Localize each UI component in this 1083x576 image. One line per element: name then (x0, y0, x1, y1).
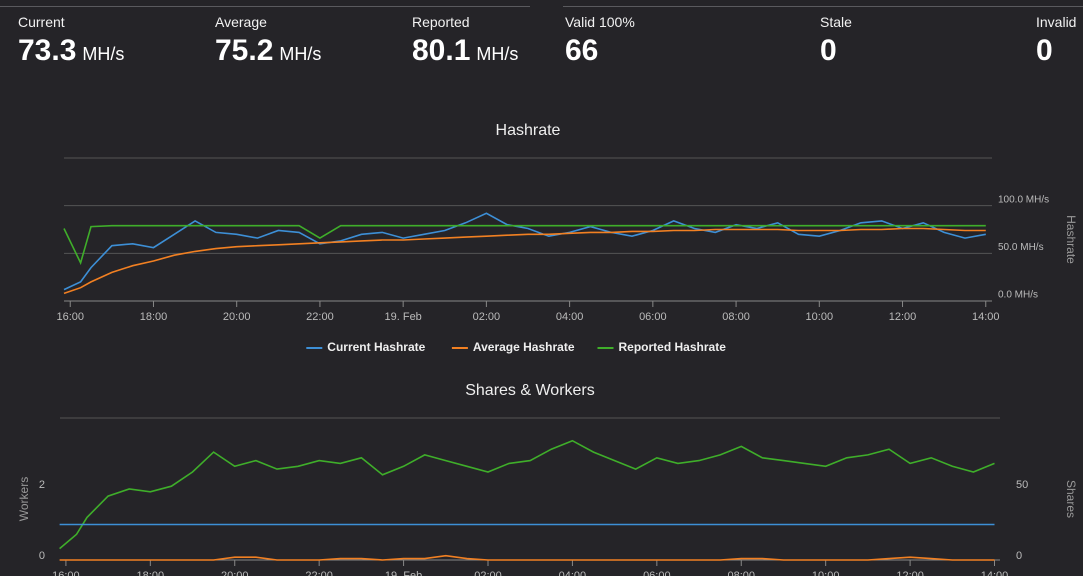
x-tick-label: 06:00 (639, 311, 667, 323)
x-tick-label: 02:00 (474, 570, 502, 576)
series-line (63, 227, 986, 295)
x-tick-label: 19. Feb (385, 311, 422, 323)
divider (0, 6, 530, 7)
x-tick-label: 22:00 (305, 570, 333, 576)
stat-value: 80.1 (412, 34, 471, 67)
legend-label: Reported Hashrate (619, 340, 727, 354)
x-tick-label: 18:00 (137, 570, 165, 576)
x-tick-label: 08:00 (727, 570, 755, 576)
y2-axis-title: Shares (1064, 480, 1078, 518)
x-tick-label: 12:00 (896, 570, 924, 576)
stat-value: 0 (820, 34, 837, 67)
stat-value: 73.3 (18, 34, 77, 67)
stat-unit: MH/s (476, 44, 519, 64)
stat-unit: MH/s (279, 44, 322, 64)
x-tick-label: 10:00 (812, 570, 840, 576)
y-tick-label: 50.0 MH/s (998, 242, 1044, 253)
stat: Current 73.3 MH/s (18, 14, 124, 68)
x-tick-label: 10:00 (806, 311, 834, 323)
x-tick-label: 08:00 (722, 311, 750, 323)
stat-value-row: 0 (820, 34, 852, 68)
stat-label: Reported (412, 14, 470, 30)
y-tick-label: 2 (39, 479, 45, 491)
stat: Invalid 0 (1036, 14, 1076, 68)
stat-label: Average (215, 14, 267, 30)
stat-value-row: 80.1 MH/s (412, 34, 518, 68)
divider (563, 6, 1083, 7)
legend-label: Current Hashrate (327, 340, 425, 354)
x-tick-label: 14:00 (972, 311, 1000, 323)
stat-value: 75.2 (215, 34, 274, 67)
x-tick-label: 18:00 (140, 311, 168, 323)
x-tick-label: 20:00 (223, 311, 251, 323)
stat-label: Invalid (1036, 14, 1077, 30)
stat: Reported 80.1 MH/s (412, 14, 518, 68)
series-line (59, 439, 995, 550)
stat: Stale 0 (820, 14, 852, 68)
stat-value: 66 (565, 34, 599, 67)
y-axis-title: Workers (17, 477, 31, 521)
stat-label: Valid 100% (565, 14, 635, 30)
stat-value-row: 0 (1036, 34, 1076, 68)
series-line (63, 212, 986, 291)
stat: Valid 100% 66 (565, 14, 635, 68)
x-tick-label: 19. Feb (385, 570, 422, 576)
y2-tick-label: 0 (1016, 550, 1022, 562)
chart-title: Hashrate (496, 122, 561, 139)
x-tick-label: 22:00 (306, 311, 334, 323)
stat-unit: MH/s (82, 44, 125, 64)
x-tick-label: 20:00 (221, 570, 249, 576)
x-tick-label: 12:00 (889, 311, 917, 323)
x-tick-label: 06:00 (643, 570, 671, 576)
legend-label: Average Hashrate (473, 340, 575, 354)
series-line (59, 554, 995, 561)
x-tick-label: 14:00 (981, 570, 1009, 576)
y-tick-label: 0 (39, 550, 45, 562)
y2-tick-label: 50 (1016, 479, 1028, 491)
y-tick-label: 100.0 MH/s (998, 194, 1049, 205)
x-tick-label: 16:00 (52, 570, 80, 576)
stat: Average 75.2 MH/s (215, 14, 321, 68)
y-axis-title: Hashrate (1064, 215, 1078, 264)
stat-value: 0 (1036, 34, 1053, 67)
x-tick-label: 16:00 (56, 311, 84, 323)
y-tick-label: 0.0 MH/s (998, 290, 1038, 301)
x-tick-label: 04:00 (556, 311, 584, 323)
stat-value-row: 66 (565, 34, 635, 68)
x-tick-label: 02:00 (473, 311, 501, 323)
stat-label: Current (18, 14, 65, 30)
chart-title: Shares & Workers (465, 382, 595, 399)
stat-label: Stale (820, 14, 852, 30)
stat-value-row: 75.2 MH/s (215, 34, 321, 68)
series-line (63, 224, 986, 266)
x-tick-label: 04:00 (559, 570, 587, 576)
stat-value-row: 73.3 MH/s (18, 34, 124, 68)
